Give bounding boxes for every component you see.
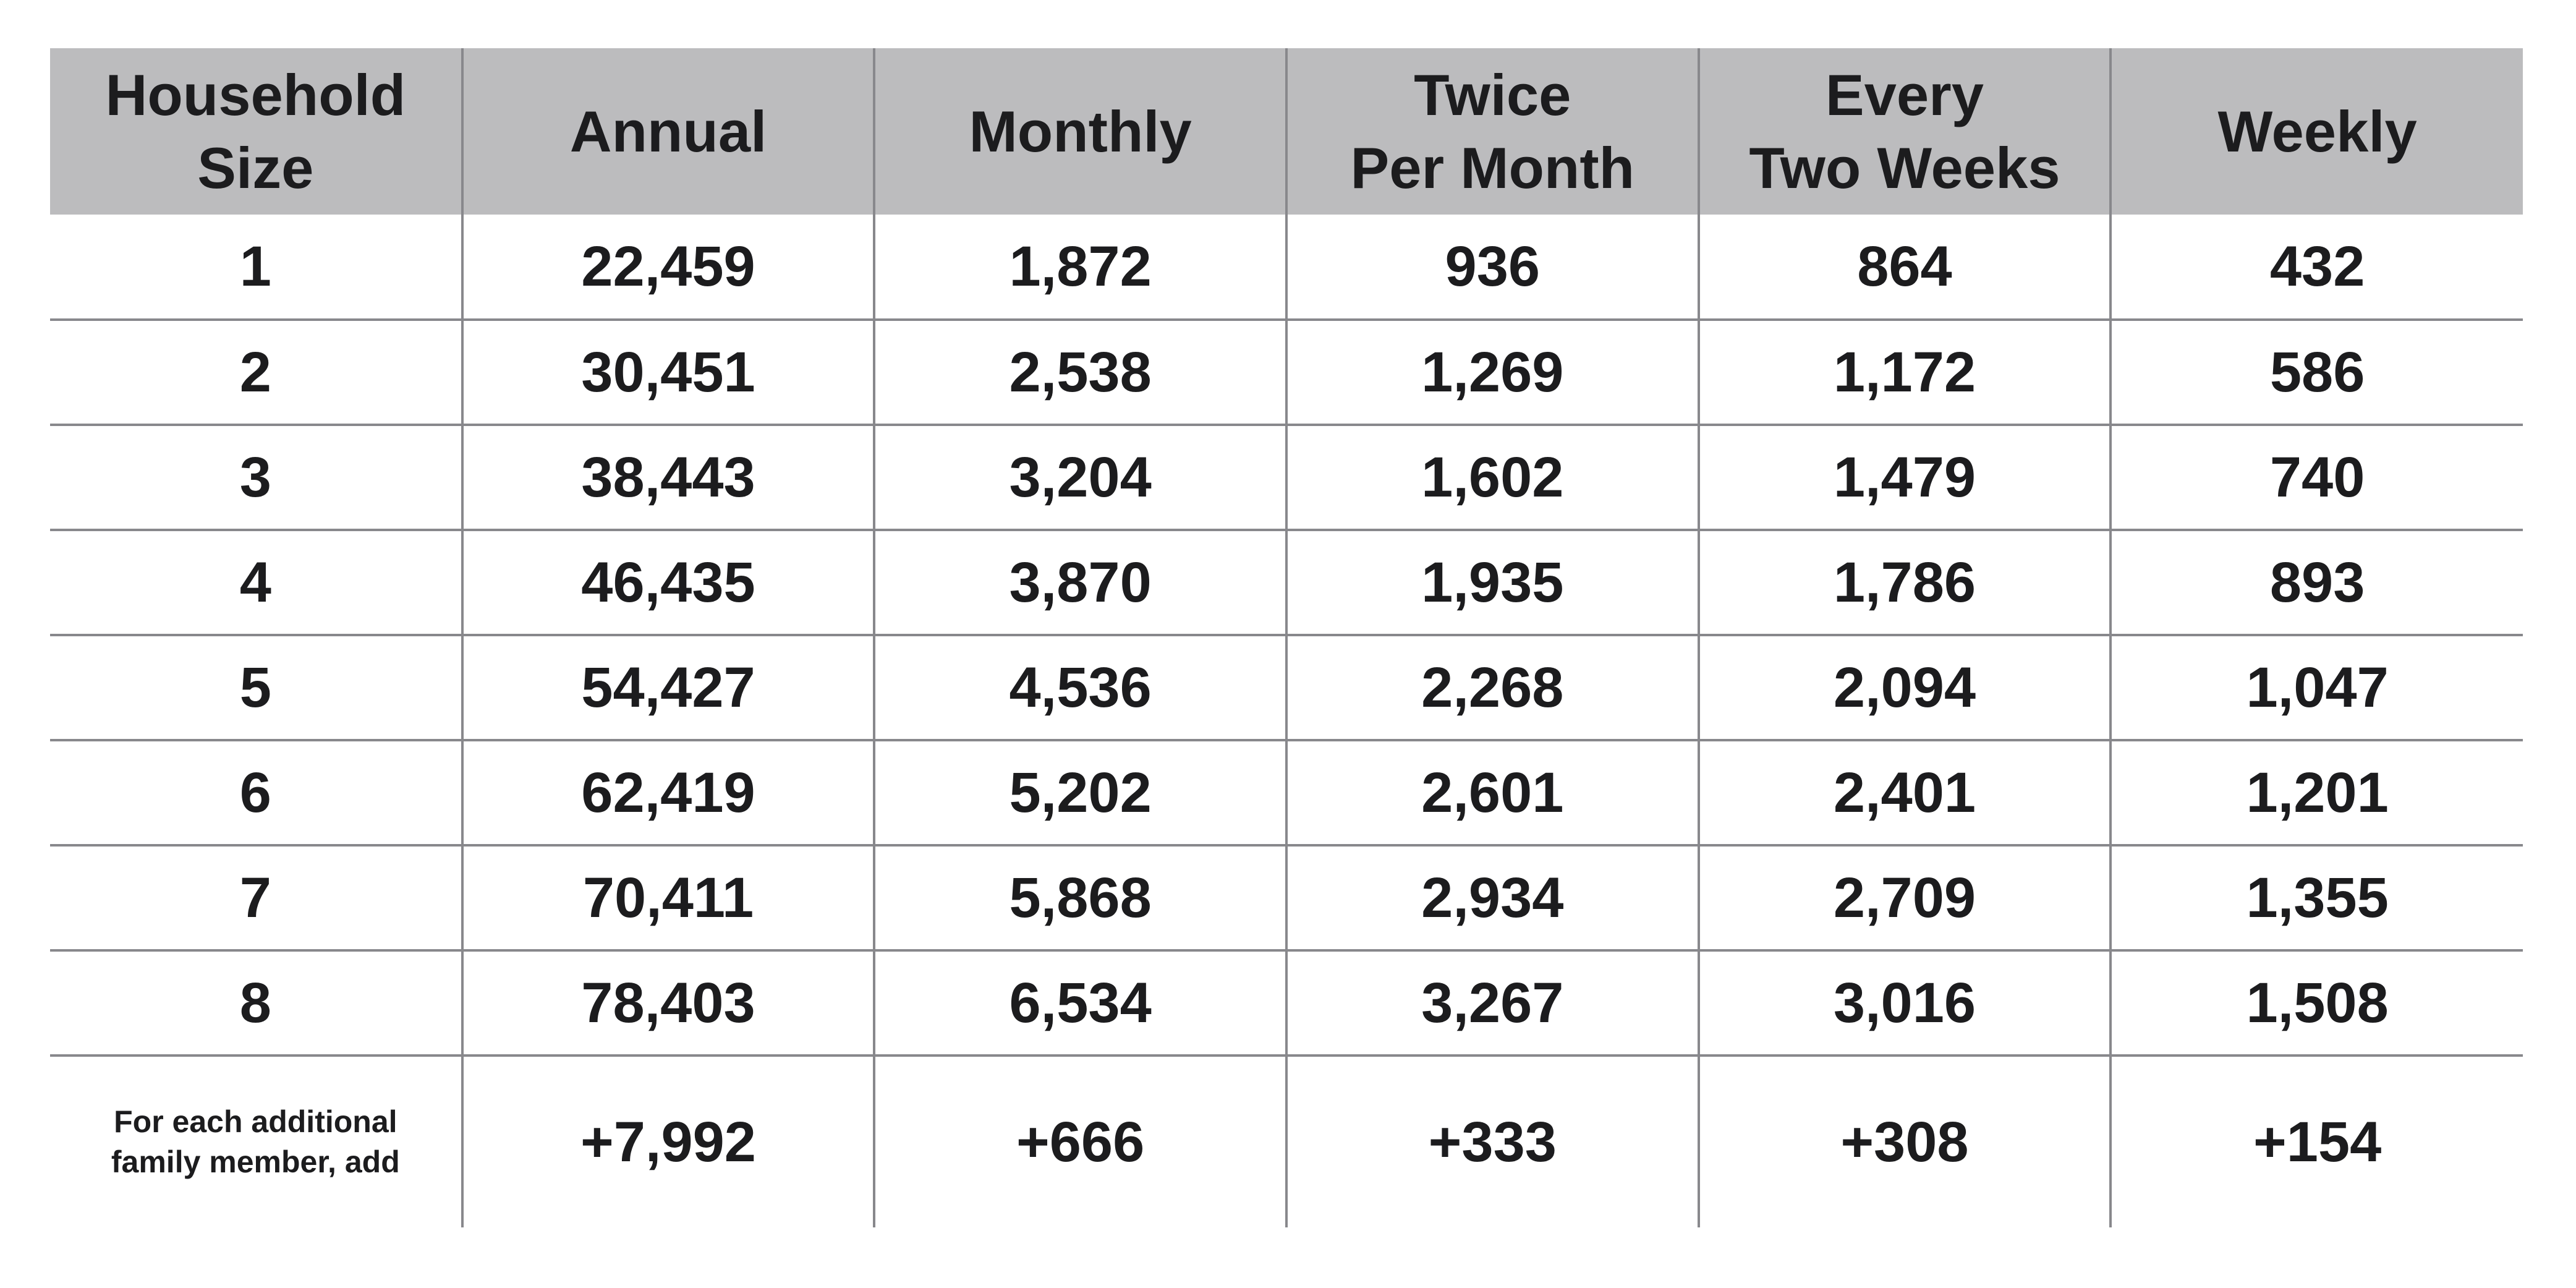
- value-cell: 1,786: [1698, 530, 2112, 635]
- value-cell: +333: [1286, 1056, 1700, 1227]
- value-cell: 893: [2269, 550, 2365, 614]
- value-cell: 2,094: [1698, 635, 2112, 740]
- value-cell: 22,459: [462, 215, 876, 320]
- column-header: Twice Per Month: [1286, 48, 1700, 215]
- value-cell: 1,508: [2246, 971, 2389, 1034]
- value-cell: 38,443: [462, 425, 876, 530]
- column-header: Every Two Weeks: [1698, 48, 2112, 215]
- value-cell: 54,427: [462, 635, 876, 740]
- table-body: 1 22,459 1,872 936 864 432 2 30,451 2,538 1,269 1,…: [50, 215, 2523, 1227]
- income-limits-table: Household Size Annual Monthly Twice Per Mon…: [50, 48, 2523, 1227]
- value-cell: 4,536: [874, 635, 1288, 740]
- value-cell: 1,201: [2246, 761, 2389, 824]
- value-cell: 70,411: [462, 845, 876, 950]
- household-size-cell: 3: [50, 425, 464, 530]
- value-cell: 62,419: [462, 740, 876, 845]
- table-row: 8 78,403 6,534 3,267 3,016 1,508: [50, 950, 2523, 1056]
- value-cell: 2,538: [874, 320, 1288, 425]
- value-cell: 936: [1286, 215, 1700, 320]
- value-cell: 46,435: [462, 530, 876, 635]
- value-cell: 2,401: [1698, 740, 2112, 845]
- value-cell: 3,204: [874, 425, 1288, 530]
- household-size-cell: 5: [50, 635, 464, 740]
- table-row: 7 70,411 5,868 2,934 2,709 1,355: [50, 845, 2523, 950]
- value-cell: 30,451: [462, 320, 876, 425]
- household-size-cell: 8: [50, 950, 464, 1056]
- value-cell: 1,047: [2246, 655, 2389, 719]
- table-row: 4 46,435 3,870 1,935 1,786 893: [50, 530, 2523, 635]
- table-row: 5 54,427 4,536 2,268 2,094 1,047: [50, 635, 2523, 740]
- household-size-cell: 4: [50, 530, 464, 635]
- value-cell: 864: [1698, 215, 2112, 320]
- value-cell: 78,403: [462, 950, 876, 1056]
- value-cell: 2,268: [1286, 635, 1700, 740]
- value-cell: +666: [874, 1056, 1288, 1227]
- value-cell: 1,355: [2246, 866, 2389, 929]
- value-cell: 1,269: [1286, 320, 1700, 425]
- value-cell: 1,872: [874, 215, 1288, 320]
- column-header: Monthly: [874, 48, 1288, 215]
- value-cell: 5,868: [874, 845, 1288, 950]
- column-header: Household Size: [50, 48, 464, 215]
- value-cell: 3,870: [874, 530, 1288, 635]
- column-header: Weekly: [2217, 98, 2417, 164]
- value-cell: 1,602: [1286, 425, 1700, 530]
- addendum-row: For each additional family member, add +7…: [50, 1056, 2523, 1227]
- value-cell: 586: [2269, 340, 2365, 404]
- value-cell: 5,202: [874, 740, 1288, 845]
- value-cell: +154: [2253, 1110, 2382, 1174]
- household-size-cell: 7: [50, 845, 464, 950]
- header-row: Household Size Annual Monthly Twice Per Mon…: [50, 48, 2523, 215]
- value-cell: 3,016: [1698, 950, 2112, 1056]
- household-size-cell: 1: [50, 215, 464, 320]
- table-row: 1 22,459 1,872 936 864 432: [50, 215, 2523, 320]
- value-cell: 3,267: [1286, 950, 1700, 1056]
- value-cell: 1,172: [1698, 320, 2112, 425]
- value-cell: +7,992: [462, 1056, 876, 1227]
- value-cell: 2,601: [1286, 740, 1700, 845]
- value-cell: 2,934: [1286, 845, 1700, 950]
- value-cell: 6,534: [874, 950, 1288, 1056]
- value-cell: 1,479: [1698, 425, 2112, 530]
- value-cell: 1,935: [1286, 530, 1700, 635]
- household-size-cell: For each additional family member, add: [50, 1056, 464, 1227]
- value-cell: +308: [1698, 1056, 2112, 1227]
- household-size-cell: 6: [50, 740, 464, 845]
- table-header: Household Size Annual Monthly Twice Per Mon…: [50, 48, 2523, 215]
- table-row: 6 62,419 5,202 2,601 2,401 1,201: [50, 740, 2523, 845]
- table-row: 2 30,451 2,538 1,269 1,172 586: [50, 320, 2523, 425]
- value-cell: 740: [2269, 445, 2365, 509]
- value-cell: 432: [2269, 234, 2365, 298]
- household-size-cell: 2: [50, 320, 464, 425]
- value-cell: 2,709: [1698, 845, 2112, 950]
- table-row: 3 38,443 3,204 1,602 1,479 740: [50, 425, 2523, 530]
- column-header: Annual: [462, 48, 876, 215]
